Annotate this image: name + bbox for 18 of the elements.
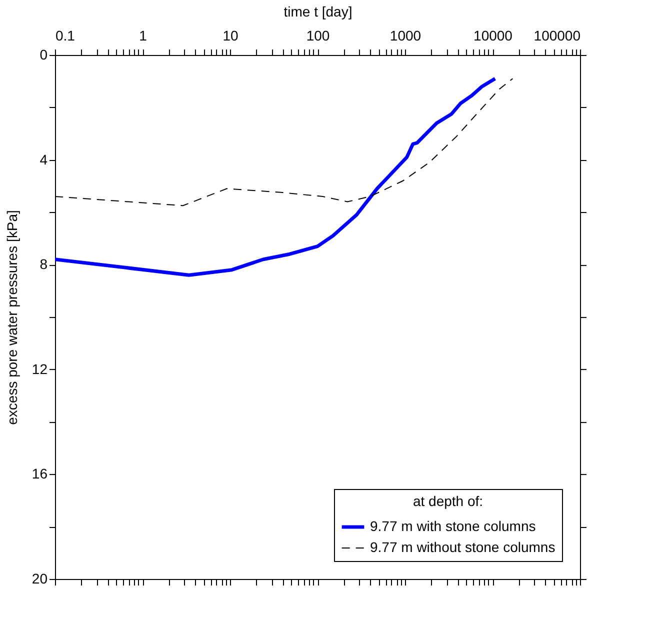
y-tick-label: 4 xyxy=(40,151,48,168)
x-tick-label: 100000 xyxy=(534,28,581,44)
x-tick-label: 100 xyxy=(306,28,330,44)
y-tick-label: 12 xyxy=(32,360,48,377)
x-tick-label: 10 xyxy=(222,28,238,44)
x-tick-label: 1000 xyxy=(390,28,422,44)
legend-title: at depth of: xyxy=(412,493,484,509)
x-axis-title: time t [day] xyxy=(284,4,352,20)
y-tick-label: 8 xyxy=(40,256,48,272)
y-tick-label: 16 xyxy=(32,466,48,482)
y-axis-title: excess pore water pressures [kPa] xyxy=(4,210,20,425)
x-tick-label: 10000 xyxy=(474,28,513,44)
x-tick-label: 0.1 xyxy=(56,28,76,44)
x-tick-label: 1 xyxy=(139,28,148,44)
y-tick-label: 0 xyxy=(40,46,48,62)
legend-label: 9.77 m without stone columns xyxy=(370,539,556,555)
legend-label: 9.77 m with stone columns xyxy=(370,518,536,534)
y-tick-label: 20 xyxy=(32,570,48,586)
